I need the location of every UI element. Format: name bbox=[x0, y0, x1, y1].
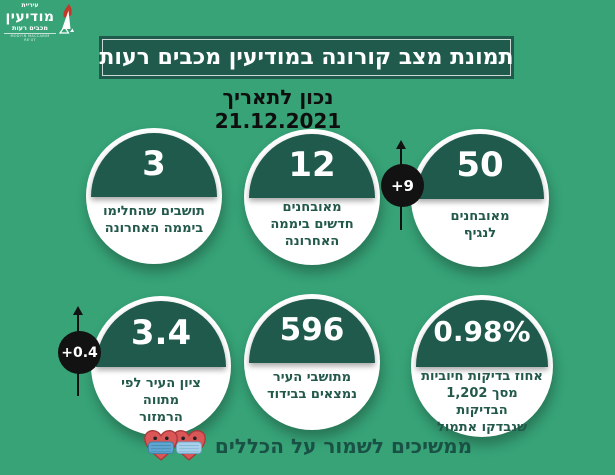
footer-message: ממשיכים לשמור על הכללים bbox=[214, 433, 473, 458]
stat-label: אחוז בדיקות חיוביות מסך 1,202 הבדיקות שנ… bbox=[421, 368, 543, 435]
stat-label: מאובחנים לנגיף bbox=[450, 209, 510, 241]
stat-circle-recovered: 3 תושבים שהחלימו ביממה האחרונה bbox=[86, 128, 222, 264]
title-banner-inner-border: תמונת מצב קורונה במודיעין מכבים רעות bbox=[99, 39, 514, 76]
logo-city-name-english: MODI'IN MACCABIM RE'UT bbox=[10, 34, 50, 42]
city-logo-text: עיריית מודיעין מכבים רעות MODI'IN MACCAB… bbox=[4, 3, 56, 42]
logo-municipality-label: עיריית bbox=[21, 2, 39, 9]
masked-hearts bbox=[143, 429, 207, 462]
stat-value: 50 bbox=[456, 145, 504, 186]
stat-circle-traffic-light-score: 3.4 ציון העיר לפי מתווה הרמזור +0.4 bbox=[58, 296, 231, 436]
stat-label: ציון העיר לפי מתווה הרמזור bbox=[121, 375, 201, 425]
stat-value: 3 bbox=[142, 143, 166, 184]
stat-label: מאובחנים חדשים ביממה האחרונה bbox=[270, 199, 354, 249]
stat-top-arc bbox=[91, 133, 217, 197]
city-logo-flame-icon bbox=[58, 4, 74, 34]
stat-value: 0.98% bbox=[433, 315, 531, 349]
masked-heart-icon bbox=[144, 429, 178, 461]
stat-circle-diagnosed-total: 50 מאובחנים לנגיף +9 bbox=[381, 129, 549, 267]
logo-city-subname: מכבים רעות bbox=[4, 25, 56, 34]
page-title: תמונת מצב קורונה במודיעין מכבים רעות bbox=[99, 45, 514, 70]
city-logo: עיריית מודיעין מכבים רעות MODI'IN MACCAB… bbox=[4, 3, 76, 42]
stat-value: 3.4 bbox=[130, 312, 192, 353]
stat-circle-positive-test-rate: 0.98% אחוז בדיקות חיוביות מסך 1,202 הבדי… bbox=[411, 295, 553, 437]
stat-top-arc bbox=[249, 299, 375, 363]
stat-label: מתושבי העיר נמצאים בבידוד bbox=[266, 370, 358, 403]
stat-circle-isolation: 596 מתושבי העיר נמצאים בבידוד bbox=[244, 294, 380, 430]
stat-value: 596 bbox=[279, 311, 345, 348]
title-banner: תמונת מצב קורונה במודיעין מכבים רעות bbox=[99, 36, 514, 79]
arrow-head-icon bbox=[396, 140, 406, 149]
arrow-head-icon bbox=[73, 306, 83, 315]
stat-label: תושבים שהחלימו ביממה האחרונה bbox=[103, 204, 205, 237]
footer-message-row: ממשיכים לשמור על הכללים bbox=[0, 429, 615, 462]
stat-top-arc bbox=[416, 300, 548, 367]
stat-change-badge: +9 bbox=[381, 164, 424, 207]
stat-top-arc bbox=[416, 134, 544, 199]
stat-circle-new-cases: 12 מאובחנים חדשים ביממה האחרונה bbox=[244, 129, 380, 265]
logo-city-name: מודיעין bbox=[5, 9, 55, 25]
stat-top-arc bbox=[249, 134, 375, 198]
stat-change-badge: +0.4 bbox=[58, 331, 101, 374]
stat-value: 12 bbox=[288, 144, 336, 185]
as-of-date: נכון לתאריך 21.12.2021 bbox=[214, 85, 342, 133]
stat-top-arc bbox=[96, 301, 226, 367]
